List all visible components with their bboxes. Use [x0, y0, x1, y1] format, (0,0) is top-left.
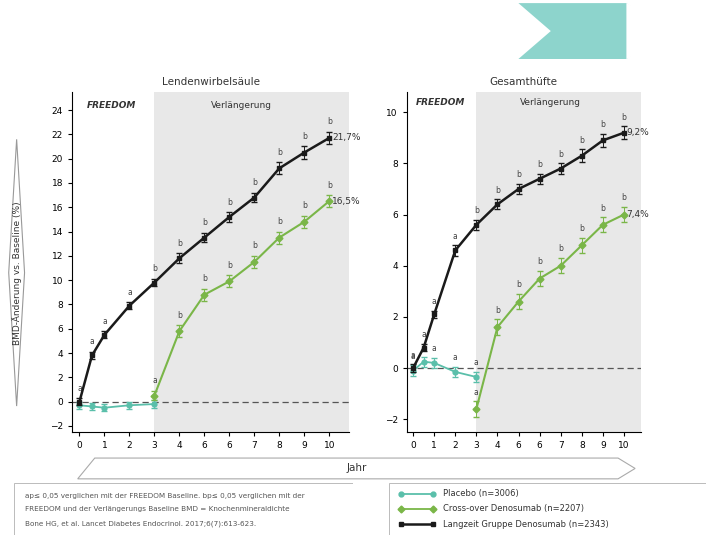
Text: b: b: [327, 117, 332, 126]
Bar: [154, 92, 349, 432]
Text: b: b: [177, 239, 182, 248]
Text: a: a: [474, 358, 479, 367]
Text: b: b: [580, 224, 584, 233]
Text: a: a: [432, 344, 436, 353]
Text: b: b: [302, 201, 307, 210]
Text: b: b: [516, 280, 521, 289]
Text: b: b: [600, 120, 606, 130]
Polygon shape: [518, 3, 662, 59]
Text: b: b: [276, 148, 282, 157]
Text: a: a: [89, 338, 94, 346]
Title: Lendenwirbelsäule: Lendenwirbelsäule: [161, 77, 260, 87]
Text: FREEDOM: FREEDOM: [416, 98, 465, 106]
Text: b: b: [152, 265, 157, 273]
Text: a: a: [410, 350, 415, 360]
Text: 9,2%: 9,2%: [626, 128, 649, 137]
Text: b: b: [202, 274, 207, 283]
Text: BMD-Änderung vs. Baseline (%): BMD-Änderung vs. Baseline (%): [12, 201, 22, 345]
Text: 21,7%: 21,7%: [332, 133, 361, 143]
Text: FREEDOM: FREEDOM: [87, 100, 137, 110]
Text: b: b: [580, 136, 584, 145]
Text: 16,5%: 16,5%: [332, 197, 361, 206]
Text: a: a: [421, 330, 426, 339]
Text: b: b: [202, 218, 207, 227]
Text: Verlängerung: Verlängerung: [520, 98, 580, 106]
Text: b: b: [474, 206, 479, 215]
Text: b: b: [302, 132, 307, 141]
Text: b: b: [621, 193, 626, 202]
Text: b: b: [227, 198, 232, 207]
Text: b: b: [537, 257, 542, 266]
Text: b: b: [558, 245, 563, 253]
Text: b: b: [558, 150, 563, 159]
Text: b: b: [516, 170, 521, 179]
Text: b: b: [327, 180, 332, 190]
Text: b: b: [537, 160, 542, 169]
Text: FREEDOM und der Verlängerungs Baseline BMD = Knochenmineraldichte: FREEDOM und der Verlängerungs Baseline B…: [24, 506, 289, 512]
Text: Langzeit Gruppe Denosumab (n=2343): Langzeit Gruppe Denosumab (n=2343): [443, 520, 608, 529]
Text: b: b: [227, 261, 232, 270]
Text: b: b: [621, 113, 626, 122]
Polygon shape: [626, 3, 688, 59]
Bar: [477, 92, 641, 432]
Text: a: a: [152, 376, 157, 385]
Text: a: a: [421, 343, 426, 352]
Text: Verlängerung: Verlängerung: [211, 100, 272, 110]
Text: 7,4%: 7,4%: [626, 210, 649, 219]
Text: Jahr: Jahr: [346, 463, 366, 474]
Text: a: a: [77, 383, 82, 393]
Text: a: a: [474, 388, 479, 397]
Text: Bone HG, et al. Lancet Diabetes Endocrinol. 2017;6(7):613-623.: Bone HG, et al. Lancet Diabetes Endocrin…: [24, 520, 256, 526]
Text: a: a: [410, 352, 415, 361]
Text: Veränderung der Knochenmineraldichte über 10 Jahre: Veränderung der Knochenmineraldichte übe…: [18, 29, 415, 44]
Text: b: b: [276, 217, 282, 226]
Text: b: b: [600, 204, 606, 213]
Text: a: a: [127, 287, 132, 296]
Text: ap≤ 0,05 verglichen mit der FREEDOM Baseline. bp≤ 0,05 verglichen mit der: ap≤ 0,05 verglichen mit der FREEDOM Base…: [24, 493, 305, 499]
Text: a: a: [102, 316, 107, 326]
Title: Gesamthüfte: Gesamthüfte: [490, 77, 558, 87]
Text: a: a: [453, 353, 458, 362]
Text: b: b: [495, 186, 500, 194]
Text: Placebo (n=3006): Placebo (n=3006): [443, 489, 518, 498]
Text: b: b: [252, 241, 257, 251]
Text: b: b: [495, 306, 500, 315]
Text: b: b: [177, 310, 182, 320]
Text: a: a: [432, 297, 436, 306]
Text: b: b: [252, 178, 257, 187]
Text: a: a: [453, 232, 458, 241]
Text: Cross-over Denosumab (n=2207): Cross-over Denosumab (n=2207): [443, 504, 584, 514]
